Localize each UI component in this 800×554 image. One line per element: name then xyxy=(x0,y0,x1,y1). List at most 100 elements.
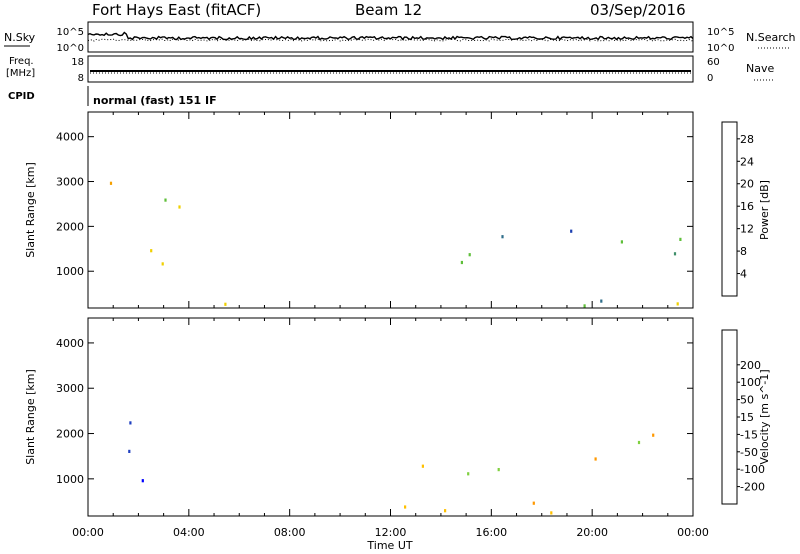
power-axes: 1000 2000 3000 4000 xyxy=(56,112,694,308)
velocity-ytick-label: 2000 xyxy=(56,428,84,441)
velocity-echo-cell xyxy=(652,433,655,437)
power-echo-cell xyxy=(178,205,181,209)
velocity-echo-cell xyxy=(594,457,597,461)
power-colorbar-tick-label: 20 xyxy=(740,178,754,191)
velocity-echo-cell xyxy=(421,464,424,468)
power-colorbar-label: Power [dB] xyxy=(758,180,771,240)
velocity-echo-cell xyxy=(467,472,470,476)
velocity-colorbar-tick-label: -100 xyxy=(740,463,765,476)
beam-title: Beam 12 xyxy=(355,1,422,19)
velocity-panel-frame xyxy=(87,317,694,517)
cpid-label: CPID xyxy=(8,91,35,102)
power-echo-cell xyxy=(460,260,463,265)
nave-label: Nave xyxy=(746,62,774,75)
power-echo-cell xyxy=(150,249,153,253)
power-echo-region xyxy=(620,237,682,256)
power-echo-cell xyxy=(679,237,682,241)
velocity-ytick-label: 1000 xyxy=(56,473,84,486)
velocity-ytick-label: 4000 xyxy=(56,337,84,350)
power-echo-cell xyxy=(109,181,113,185)
power-ytick-label: 4000 xyxy=(56,131,84,144)
freq-right-tick-bottom: 0 xyxy=(707,73,713,84)
noise-search-trace xyxy=(87,38,694,42)
time-axis-label: Time UT xyxy=(366,539,412,552)
power-echo-cell xyxy=(501,235,504,239)
power-colorbar-tick-label: 12 xyxy=(740,223,754,236)
velocity-ytick-label: 3000 xyxy=(56,382,84,395)
power-colorbar-tick-label: 24 xyxy=(740,155,754,168)
power-colorbar-tick-label: 16 xyxy=(740,200,754,213)
noise-traces xyxy=(87,31,694,42)
velocity-echo-cell xyxy=(550,511,553,515)
power-colorbar-frame xyxy=(721,121,738,297)
velocity-colorbar-frame xyxy=(721,329,738,505)
velocity-echo-region xyxy=(404,501,553,515)
power-ytick-label: 2000 xyxy=(56,220,84,233)
velocity-echo-layer xyxy=(128,421,655,515)
velocity-colorbar-tick-label: 100 xyxy=(740,376,761,389)
power-echo-cell xyxy=(620,240,623,244)
power-echo-cell xyxy=(583,304,586,308)
velocity-colorbar-tick-label: 200 xyxy=(740,359,761,372)
freq-unit-label: [MHz] xyxy=(6,68,35,79)
time-tick-label: 08:00 xyxy=(274,526,306,539)
time-tick-label: 04:00 xyxy=(173,526,205,539)
velocity-colorbar: -200 -100 -50 -15 15 50 100 200 xyxy=(721,329,765,505)
power-colorbar: 4 8 12 16 20 24 28 xyxy=(721,121,754,297)
velocity-echo-cell xyxy=(128,449,131,453)
noise-left-tick-bottom: 10^0 xyxy=(57,43,84,54)
power-echo-layer xyxy=(109,181,682,308)
freq-left-tick-top: 18 xyxy=(71,57,84,68)
power-echo-cell xyxy=(570,229,573,233)
power-echo-region xyxy=(224,299,679,308)
power-echo-region xyxy=(460,229,573,265)
cpid-value: normal (fast) 151 IF xyxy=(93,94,217,107)
noise-sky-trace xyxy=(87,31,694,41)
velocity-echo-cell xyxy=(141,479,144,483)
power-echo-cell xyxy=(600,299,603,303)
power-echo-cell xyxy=(161,262,164,266)
time-tick-label: 00:00 xyxy=(677,526,709,539)
time-tick-label: 20:00 xyxy=(576,526,608,539)
velocity-colorbar-tick-label: -15 xyxy=(740,428,758,441)
freq-label: Freq. xyxy=(9,56,34,67)
station-title: Fort Hays East (fitACF) xyxy=(92,1,261,19)
noise-sky-label: N.Sky xyxy=(4,31,36,44)
velocity-axes: 1000 2000 3000 4000 xyxy=(56,318,694,516)
power-colorbar-tick-label: 4 xyxy=(740,268,747,281)
power-colorbar-tick-label: 8 xyxy=(740,245,747,258)
velocity-colorbar-label: Velocity [m s^-1] xyxy=(758,369,771,464)
date-title: 03/Sep/2016 xyxy=(590,1,686,19)
freq-panel-frame xyxy=(87,55,694,83)
velocity-ylabel: Slant Range [km] xyxy=(24,369,37,465)
velocity-colorbar-tick-label: 50 xyxy=(740,394,754,407)
time-axis: 00:00 04:00 08:00 12:00 16:00 20:00 00:00 xyxy=(72,526,709,539)
velocity-echo-cell xyxy=(129,421,132,425)
time-tick-label: 00:00 xyxy=(72,526,104,539)
power-echo-cell xyxy=(164,198,167,202)
freq-right-tick-top: 60 xyxy=(707,57,720,68)
velocity-colorbar-tick-label: 15 xyxy=(740,411,754,424)
power-ytick-label: 1000 xyxy=(56,265,84,278)
power-echo-cell xyxy=(224,302,227,306)
power-panel-frame xyxy=(87,111,694,309)
power-echo-cell xyxy=(468,253,471,257)
velocity-echo-region xyxy=(128,421,144,483)
power-colorbar-tick-label: 28 xyxy=(740,133,754,146)
noise-panel-frame xyxy=(87,21,694,53)
velocity-echo-region xyxy=(421,457,597,476)
velocity-echo-cell xyxy=(637,440,641,445)
freq-traces xyxy=(90,70,691,74)
time-tick-label: 16:00 xyxy=(475,526,507,539)
power-echo-cell xyxy=(676,302,679,306)
velocity-echo-cell xyxy=(404,505,407,509)
noise-right-tick-top: 10^5 xyxy=(707,27,734,38)
velocity-echo-cell xyxy=(497,468,500,472)
noise-search-label: N.Search xyxy=(746,31,796,44)
freq-left-tick-bottom: 8 xyxy=(78,73,84,84)
velocity-colorbar-tick-label: -200 xyxy=(740,481,765,494)
power-ylabel: Slant Range [km] xyxy=(24,162,37,258)
power-ytick-label: 3000 xyxy=(56,176,84,189)
power-echo-region xyxy=(109,181,181,266)
